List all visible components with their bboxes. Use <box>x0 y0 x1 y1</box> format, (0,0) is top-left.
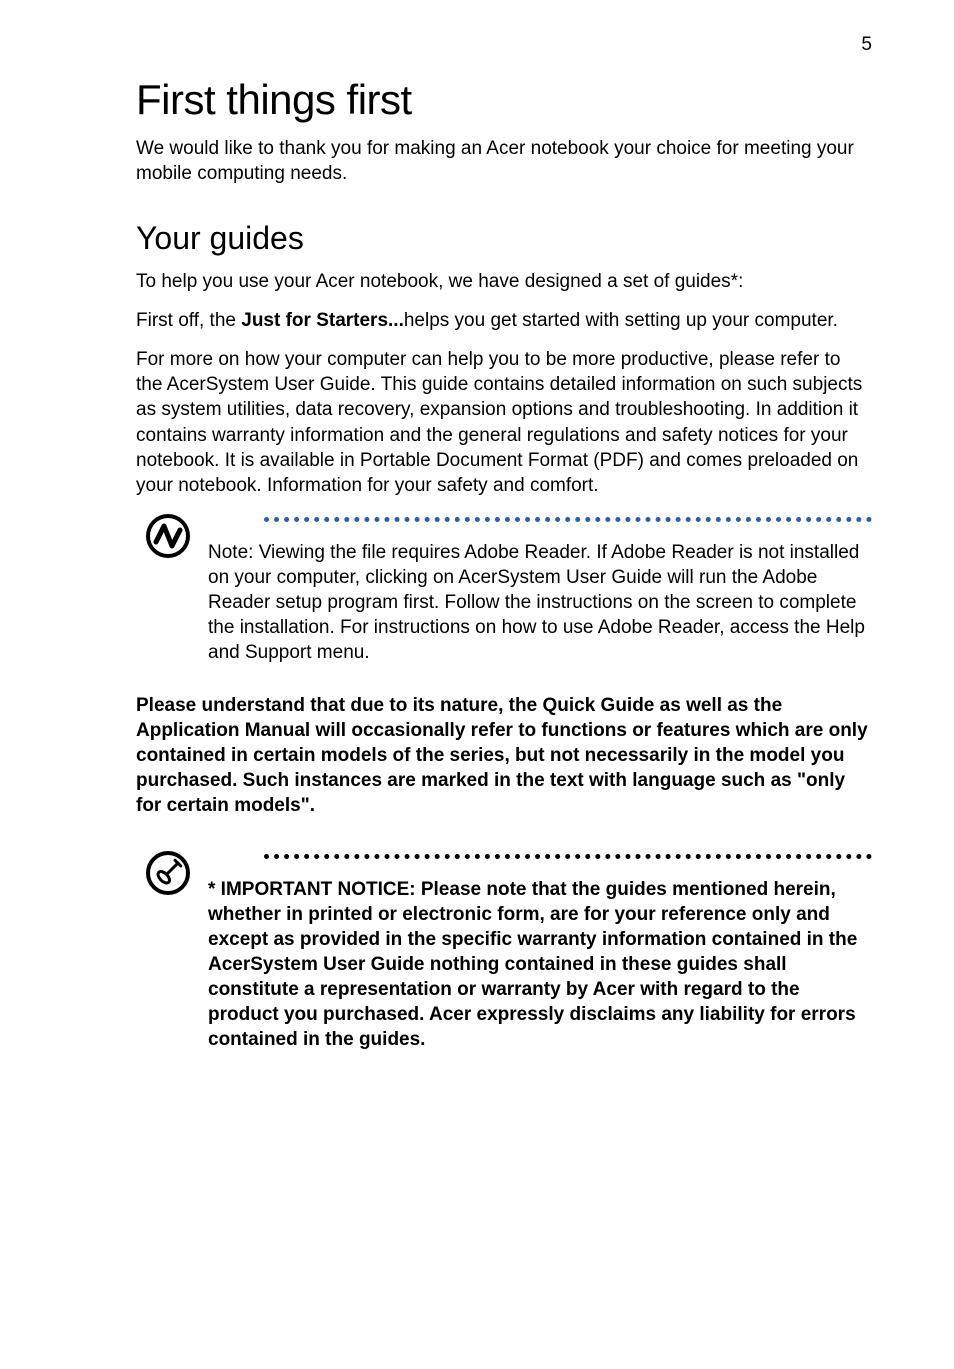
emphasis-paragraph: Please understand that due to its nature… <box>136 693 872 818</box>
page-number: 5 <box>861 34 872 56</box>
section-heading: Your guides <box>136 220 872 257</box>
important-divider <box>264 849 872 863</box>
intro-paragraph: We would like to thank you for making an… <box>136 136 872 186</box>
body-p1: To help you use your Acer notebook, we h… <box>136 269 872 294</box>
pin-icon <box>144 849 192 902</box>
note-callout: Note: Viewing the file requires Adobe Re… <box>136 512 872 665</box>
page-title: First things first <box>136 76 872 124</box>
body-p3: For more on how your computer can help y… <box>136 347 872 497</box>
note-divider <box>264 512 872 526</box>
p2-suffix: helps you get started with setting up yo… <box>404 310 838 331</box>
note-icon <box>144 512 192 565</box>
note-text: Note: Viewing the file requires Adobe Re… <box>208 540 872 665</box>
important-text: * IMPORTANT NOTICE: Please note that the… <box>208 877 872 1053</box>
p2-bold: Just for Starters... <box>241 310 404 331</box>
body-p2: First off, the Just for Starters...helps… <box>136 308 872 333</box>
p2-prefix: First off, the <box>136 310 241 331</box>
important-callout: * IMPORTANT NOTICE: Please note that the… <box>136 849 872 1053</box>
